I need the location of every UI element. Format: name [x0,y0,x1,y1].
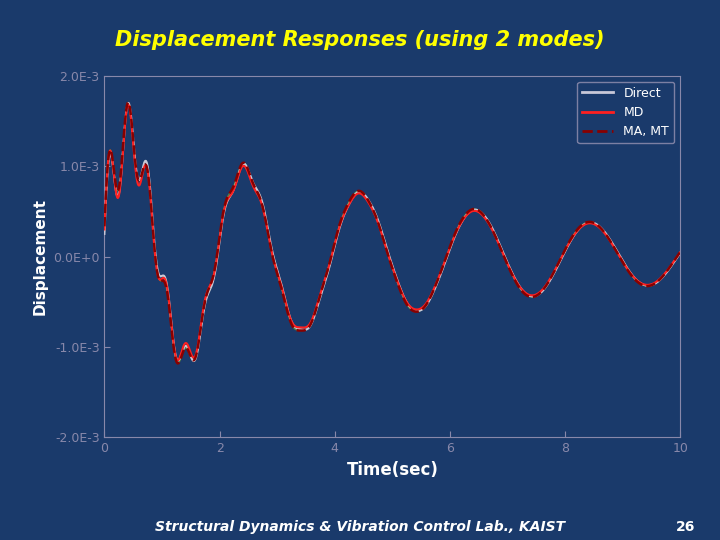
Y-axis label: Displacement: Displacement [32,198,48,315]
MD [218,215,227,222]
MA, MT [124,99,132,106]
Direct [189,358,198,365]
Legend: Direct, MD, MA, MT: Direct, MD, MA, MT [577,82,674,143]
Line: Direct: Direct [104,103,680,361]
MD [550,268,559,274]
MA, MT [174,360,182,367]
Text: Displacement Responses (using 2 modes): Displacement Responses (using 2 modes) [115,30,605,51]
Text: 26: 26 [675,520,695,534]
Direct [550,269,559,276]
MD [124,102,132,108]
Direct [218,218,227,224]
MA, MT [136,176,145,183]
MD [611,245,619,252]
MD [571,230,580,237]
Direct [136,176,145,182]
Direct [676,249,685,256]
MD [174,357,182,363]
MD [100,226,109,233]
Line: MD: MD [104,105,680,360]
MD [649,280,657,287]
MA, MT [218,213,227,220]
Line: MA, MT: MA, MT [104,103,680,363]
MA, MT [649,281,657,288]
Direct [649,281,657,288]
MD [676,249,685,255]
X-axis label: Time(sec): Time(sec) [346,461,438,479]
Direct [100,231,109,237]
Direct [611,244,619,251]
MA, MT [676,248,685,255]
Text: Structural Dynamics & Vibration Control Lab., KAIST: Structural Dynamics & Vibration Control … [155,520,565,534]
MA, MT [571,228,580,235]
MA, MT [611,245,619,252]
MD [136,181,145,187]
MA, MT [550,268,559,275]
MA, MT [100,223,109,230]
Direct [125,100,133,106]
Direct [571,230,580,237]
